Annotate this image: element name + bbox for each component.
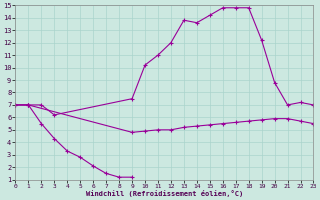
- X-axis label: Windchill (Refroidissement éolien,°C): Windchill (Refroidissement éolien,°C): [86, 190, 243, 197]
